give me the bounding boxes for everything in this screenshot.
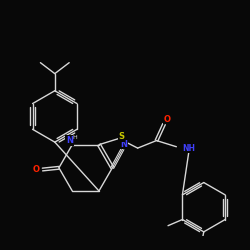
Text: O: O [33, 165, 40, 174]
Text: H: H [73, 135, 78, 140]
Text: N: N [66, 136, 73, 145]
Text: N: N [120, 140, 128, 149]
Text: NH: NH [182, 144, 195, 152]
Text: O: O [163, 115, 170, 124]
Text: S: S [118, 132, 124, 141]
